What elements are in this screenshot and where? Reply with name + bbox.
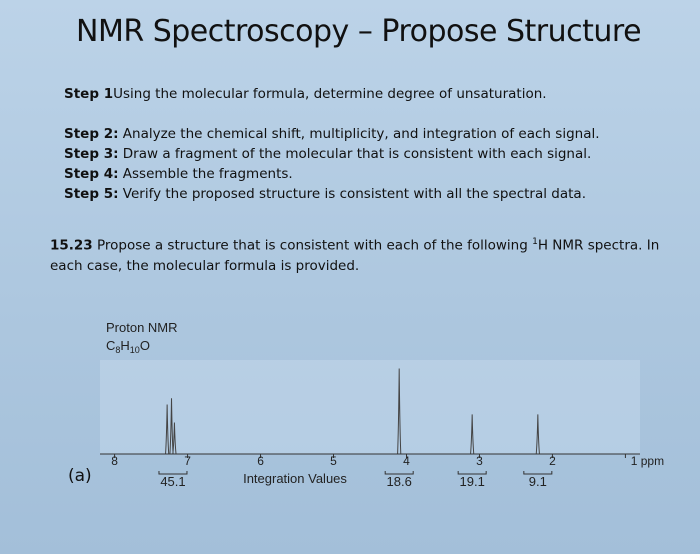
step-3: Step 3: Draw a fragment of the molecular… bbox=[64, 144, 674, 164]
page-title: NMR Spectroscopy – Propose Structure bbox=[76, 14, 642, 49]
step-2-text: Analyze the chemical shift, multiplicity… bbox=[118, 126, 600, 142]
tick-label-5: 5 bbox=[330, 454, 337, 468]
part-label: (a) bbox=[68, 466, 92, 486]
plot-area bbox=[100, 360, 640, 454]
peak-5 bbox=[535, 414, 540, 455]
nmr-spectrum: Proton NMR C8H10O 8 7 6 5 4 3 2 1 ppm 45.1 18.6 1… bbox=[100, 316, 665, 491]
step-2-label: Step 2: bbox=[64, 126, 119, 142]
step-5-label: Step 5: bbox=[64, 186, 119, 202]
step-4-label: Step 4: bbox=[64, 166, 119, 182]
tick-label-8: 8 bbox=[111, 454, 118, 468]
peak-3 bbox=[397, 368, 402, 455]
problem-text-before: Propose a structure that is consistent w… bbox=[92, 237, 533, 254]
problem-text-after: H NMR spectra. In each case, the molecul… bbox=[50, 237, 660, 274]
integration-value-1: 18.6 bbox=[387, 474, 412, 489]
integration-bracket-2 bbox=[457, 471, 487, 475]
step-2: Step 2: Analyze the chemical shift, mult… bbox=[64, 124, 674, 144]
spectrum-svg: Proton NMR C8H10O 8 7 6 5 4 3 2 1 ppm 45.1 18.6 1… bbox=[100, 320, 664, 489]
integration-caption: Integration Values bbox=[243, 471, 347, 486]
tick-label-7: 7 bbox=[184, 454, 191, 468]
step-1: Step 1Using the molecular formula, deter… bbox=[64, 84, 674, 104]
steps-list: Step 1Using the molecular formula, deter… bbox=[64, 84, 674, 204]
integrations: 45.1 18.6 19.1 9.1 bbox=[158, 471, 553, 489]
spectrum-header: Proton NMR bbox=[106, 320, 178, 335]
peak-4 bbox=[470, 414, 475, 455]
problem-number: 15.23 bbox=[50, 237, 93, 254]
step-5: Step 5: Verify the proposed structure is… bbox=[64, 184, 674, 204]
problem-superscript: 1 bbox=[532, 237, 538, 247]
step-3-label: Step 3: bbox=[64, 146, 119, 162]
step-4: Step 4: Assemble the fragments. bbox=[64, 164, 674, 184]
tick-label-3: 3 bbox=[476, 454, 483, 468]
tick-label-2: 2 bbox=[549, 454, 556, 468]
integration-value-3: 9.1 bbox=[529, 474, 547, 489]
peaks bbox=[165, 368, 540, 455]
integration-bracket-3 bbox=[523, 471, 553, 475]
problem-statement: 15.23 Propose a structure that is consis… bbox=[50, 232, 670, 276]
integration-value-2: 19.1 bbox=[460, 474, 485, 489]
peak-2 bbox=[172, 422, 177, 455]
tick-label-1: 1 ppm bbox=[631, 454, 664, 468]
integration-value-0: 45.1 bbox=[160, 474, 185, 489]
peak-1 bbox=[169, 398, 174, 455]
axis-ticks: 8 7 6 5 4 3 2 1 ppm bbox=[111, 454, 664, 468]
integration-bracket-0 bbox=[158, 471, 188, 475]
tick-label-6: 6 bbox=[257, 454, 264, 468]
step-3-text: Draw a fragment of the molecular that is… bbox=[118, 146, 592, 162]
spectrum-formula: C8H10O bbox=[106, 338, 150, 355]
step-1-label: Step 1 bbox=[64, 86, 114, 102]
tick-label-4: 4 bbox=[403, 454, 410, 468]
peak-0 bbox=[165, 404, 170, 455]
integration-bracket-1 bbox=[384, 471, 414, 475]
step-1-text: Using the molecular formula, determine d… bbox=[113, 86, 547, 102]
step-5-text: Verify the proposed structure is consist… bbox=[118, 186, 586, 202]
step-4-text: Assemble the fragments. bbox=[118, 166, 293, 182]
